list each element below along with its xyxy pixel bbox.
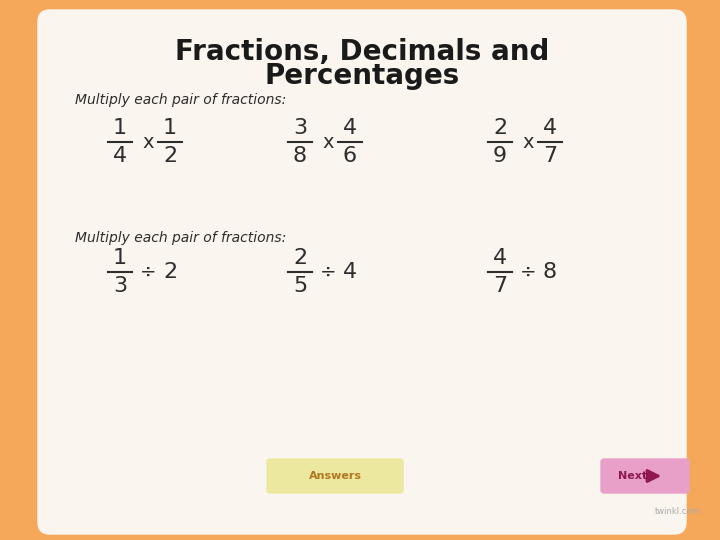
Text: 1: 1 [113,248,127,268]
Text: Percentages: Percentages [264,62,459,90]
Text: twinkl.com: twinkl.com [654,508,700,516]
Text: 7: 7 [493,276,507,296]
Text: ÷: ÷ [140,262,156,281]
Text: 9: 9 [493,146,507,166]
Text: x: x [323,132,334,152]
FancyBboxPatch shape [267,459,403,493]
Text: 4: 4 [343,118,357,138]
Text: x: x [143,132,154,152]
Text: 1: 1 [163,118,177,138]
FancyBboxPatch shape [601,459,689,493]
Text: 8: 8 [543,262,557,282]
Text: Multiply each pair of fractions:: Multiply each pair of fractions: [75,231,287,245]
Text: Fractions, Decimals and: Fractions, Decimals and [175,38,549,66]
FancyBboxPatch shape [38,10,686,534]
Text: 6: 6 [343,146,357,166]
Text: 3: 3 [113,276,127,296]
Text: 2: 2 [293,248,307,268]
Text: ÷: ÷ [520,262,536,281]
Text: 4: 4 [113,146,127,166]
Text: Next: Next [618,471,647,481]
Text: 3: 3 [293,118,307,138]
Text: Answers: Answers [308,471,361,481]
Text: 7: 7 [543,146,557,166]
Text: 2: 2 [163,262,177,282]
Text: ÷: ÷ [320,262,336,281]
Text: 1: 1 [113,118,127,138]
Text: 2: 2 [163,146,177,166]
Text: 2: 2 [493,118,507,138]
Text: 5: 5 [293,276,307,296]
Text: 4: 4 [343,262,357,282]
Text: 4: 4 [493,248,507,268]
Text: 8: 8 [293,146,307,166]
Text: x: x [522,132,534,152]
Text: 4: 4 [543,118,557,138]
Text: Multiply each pair of fractions:: Multiply each pair of fractions: [75,93,287,107]
